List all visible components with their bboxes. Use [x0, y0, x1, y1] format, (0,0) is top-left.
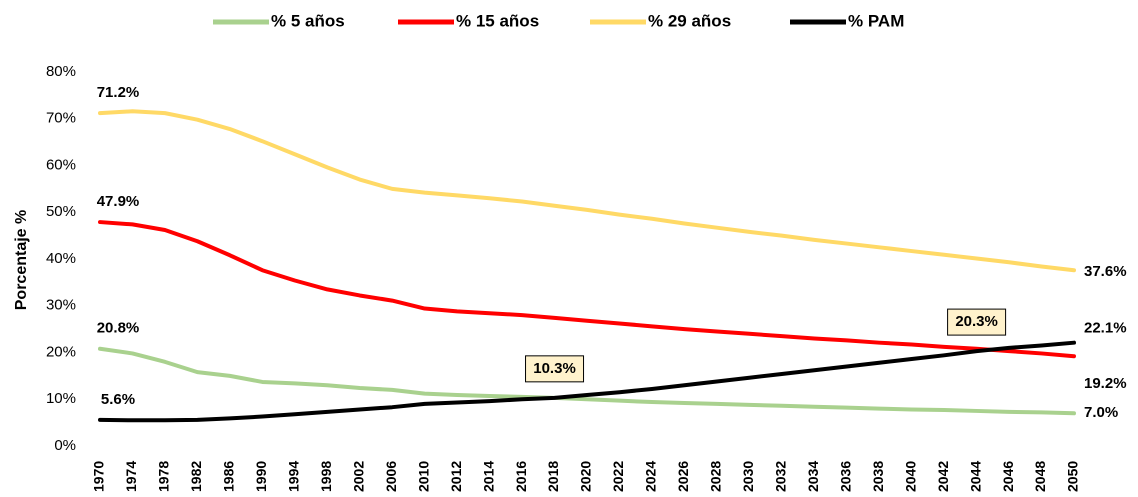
data-label: 71.2%: [97, 84, 140, 101]
legend-label: % PAM: [848, 11, 904, 30]
y-tick-label: 0%: [54, 437, 76, 454]
data-label: 19.2%: [1084, 375, 1127, 392]
x-tick-label: 2026: [675, 461, 691, 492]
x-tick-label: 2018: [545, 461, 561, 492]
legend-label: % 29 años: [648, 11, 731, 30]
x-tick-label: 2040: [902, 461, 918, 492]
y-tick-label: 80%: [46, 63, 76, 80]
data-label: 7.0%: [1084, 404, 1118, 421]
x-tick-label: 1994: [286, 461, 302, 492]
x-tick-label: 2046: [1000, 461, 1016, 492]
x-tick-label: 2050: [1065, 461, 1081, 492]
series-line: [98, 109, 1076, 273]
x-tick-label: 2014: [480, 461, 496, 492]
x-tick-label: 2012: [448, 461, 464, 492]
annotation-box: 10.3%: [525, 355, 585, 383]
x-tick-label: 2044: [967, 461, 983, 492]
legend-label: % 15 años: [456, 11, 539, 30]
y-tick-label: 60%: [46, 156, 76, 173]
y-tick-label: 10%: [46, 390, 76, 407]
x-tick-label: 1990: [253, 461, 269, 492]
x-tick-label: 2022: [610, 461, 626, 492]
y-tick-label: 40%: [46, 250, 76, 267]
y-tick-label: 20%: [46, 343, 76, 360]
annotation-background: [525, 355, 585, 383]
data-label: 20.3%: [955, 313, 998, 330]
x-tick-label: 2024: [643, 461, 659, 492]
x-tick-label: 2028: [708, 461, 724, 492]
data-label: 22.1%: [1084, 320, 1127, 337]
x-tick-label: 1982: [188, 461, 204, 492]
x-tick-label: 2016: [513, 461, 529, 492]
series-line: [98, 346, 1076, 416]
data-label: 5.6%: [101, 391, 135, 408]
x-tick-label: 2002: [350, 461, 366, 492]
x-tick-label: 2006: [383, 461, 399, 492]
x-tick-label: 1998: [318, 461, 334, 492]
data-label: 10.3%: [533, 360, 576, 377]
x-tick-label: 2048: [1032, 461, 1048, 492]
y-axis-title: Porcentaje %: [13, 210, 30, 310]
x-tick-label: 2042: [935, 461, 951, 492]
data-label: 47.9%: [97, 193, 140, 210]
x-tick-label: 1974: [123, 461, 139, 492]
x-tick-label: 2036: [837, 461, 853, 492]
x-tick-label: 2020: [578, 461, 594, 492]
series-line: [98, 220, 1076, 359]
x-tick-label: 2032: [773, 461, 789, 492]
annotation-background: [947, 308, 1007, 336]
data-label: 37.6%: [1084, 263, 1127, 280]
x-tick-label: 1970: [91, 461, 107, 492]
y-tick-label: 70%: [46, 110, 76, 127]
legend-label: % 5 años: [271, 11, 345, 30]
x-tick-label: 1978: [156, 461, 172, 492]
x-tick-label: 2030: [740, 461, 756, 492]
x-tick-label: 1986: [221, 461, 237, 492]
y-tick-label: 50%: [46, 203, 76, 220]
x-tick-label: 2034: [805, 461, 821, 492]
x-tick-label: 2038: [870, 461, 886, 492]
data-label: 20.8%: [97, 320, 140, 337]
annotation-box: 20.3%: [947, 308, 1007, 336]
x-tick-label: 2010: [415, 461, 431, 492]
y-tick-label: 30%: [46, 297, 76, 314]
series-line: [98, 340, 1076, 423]
